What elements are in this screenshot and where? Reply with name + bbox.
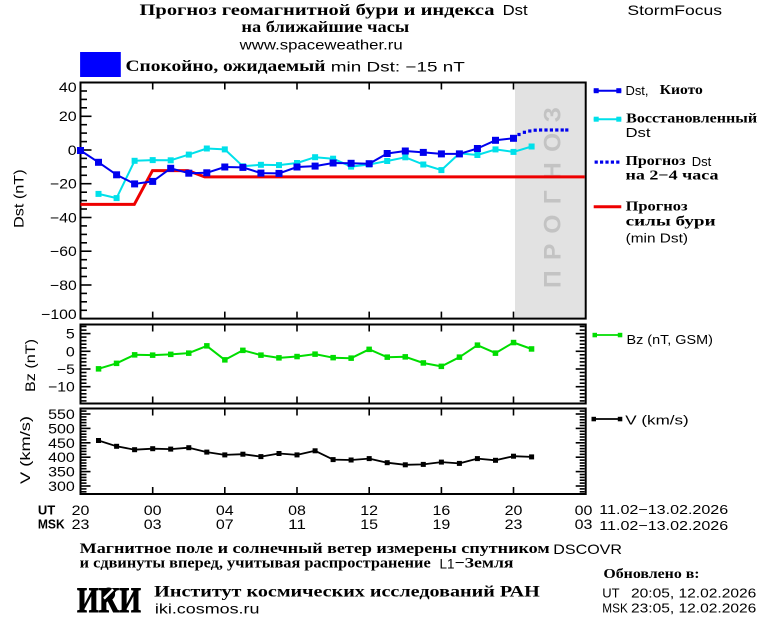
svg-text:Прогноз: Прогноз: [626, 199, 688, 214]
svg-text:(min Dst): (min Dst): [626, 231, 688, 246]
svg-text:V (km/s): V (km/s): [625, 412, 688, 427]
svg-text:−5: −5: [57, 361, 75, 377]
svg-text:Dst,: Dst,: [626, 83, 649, 98]
svg-text:11: 11: [288, 517, 306, 532]
svg-text:−60: −60: [50, 243, 77, 259]
svg-text:03: 03: [144, 517, 162, 532]
svg-text:00: 00: [575, 503, 593, 518]
svg-text:и сдвинуты вперед, учитывая ра: и сдвинуты вперед, учитывая распростране…: [80, 555, 431, 571]
svg-text:20: 20: [505, 503, 523, 518]
svg-text:Bz (nT, GSM): Bz (nT, GSM): [627, 332, 713, 347]
svg-text:Bz (nT): Bz (nT): [23, 339, 38, 392]
svg-text:0: 0: [66, 343, 75, 359]
svg-text:−100: −100: [41, 306, 77, 322]
svg-text:min Dst: −15 nT: min Dst: −15 nT: [331, 59, 466, 75]
svg-text:L1: L1: [440, 555, 455, 571]
svg-text:MSK: MSK: [602, 601, 628, 616]
svg-text:UT: UT: [602, 586, 619, 601]
svg-text:07: 07: [216, 517, 234, 532]
svg-text:−40: −40: [50, 210, 77, 226]
svg-text:на 2−4 часа: на 2−4 часа: [626, 168, 719, 183]
svg-text:ПРОГНОЗ: ПРОГНОЗ: [540, 107, 567, 288]
svg-text:11.02−13.02.2026: 11.02−13.02.2026: [599, 518, 728, 533]
svg-text:40: 40: [59, 79, 77, 95]
svg-text:23: 23: [72, 517, 90, 532]
svg-text:04: 04: [216, 503, 234, 518]
svg-text:−80: −80: [50, 277, 77, 293]
svg-text:Спокойно, ожидаемый: Спокойно, ожидаемый: [126, 58, 326, 75]
svg-text:iki.cosmos.ru: iki.cosmos.ru: [155, 600, 260, 616]
svg-text:MSK: MSK: [38, 517, 65, 532]
svg-text:силы бури: силы бури: [626, 215, 716, 230]
svg-text:www.spaceweather.ru: www.spaceweather.ru: [239, 37, 403, 53]
svg-text:400: 400: [48, 449, 75, 465]
svg-text:5: 5: [66, 326, 75, 342]
svg-text:08: 08: [288, 503, 306, 518]
svg-text:450: 450: [48, 435, 75, 451]
svg-text:16: 16: [433, 503, 451, 518]
svg-text:300: 300: [48, 478, 75, 494]
svg-text:15: 15: [360, 517, 378, 532]
svg-text:Dst: Dst: [626, 125, 651, 140]
svg-text:Киото: Киото: [660, 83, 703, 98]
svg-text:20: 20: [59, 108, 77, 124]
svg-text:550: 550: [48, 406, 75, 422]
svg-text:03: 03: [575, 517, 593, 532]
svg-text:23: 23: [505, 517, 523, 532]
svg-text:DSCOVR: DSCOVR: [553, 541, 622, 557]
svg-text:Прогноз геомагнитной бури и ин: Прогноз геомагнитной бури и индекса: [140, 2, 495, 19]
svg-text:Dst (nT): Dst (nT): [12, 169, 27, 228]
svg-text:StormFocus: StormFocus: [627, 2, 722, 18]
svg-text:−20: −20: [50, 176, 77, 192]
svg-text:−10: −10: [48, 379, 75, 395]
svg-text:20:05, 12.02.2026: 20:05, 12.02.2026: [631, 586, 756, 601]
svg-text:Институт космических исследова: Институт космических исследований РАН: [154, 584, 540, 601]
svg-text:Восстановленный: Восстановленный: [626, 112, 757, 127]
svg-text:Dst: Dst: [503, 2, 529, 19]
svg-text:350: 350: [48, 464, 75, 480]
svg-text:12: 12: [360, 503, 378, 518]
svg-text:19: 19: [433, 517, 451, 532]
svg-text:0: 0: [68, 142, 77, 158]
svg-text:Магнитное поле и солнечный вет: Магнитное поле и солнечный ветер измерен…: [80, 541, 550, 557]
svg-text:11.02−13.02.2026: 11.02−13.02.2026: [599, 502, 728, 517]
svg-text:Dst: Dst: [692, 154, 712, 169]
svg-text:500: 500: [48, 420, 75, 436]
svg-text:−Земля: −Земля: [455, 555, 514, 571]
svg-text:Прогноз: Прогноз: [626, 154, 686, 169]
svg-text:UT: UT: [38, 503, 55, 518]
svg-text:23:05, 12.02.2026: 23:05, 12.02.2026: [631, 601, 756, 616]
svg-text:00: 00: [144, 503, 162, 518]
svg-text:Обновлено в:: Обновлено в:: [603, 567, 699, 582]
svg-text:20: 20: [72, 503, 90, 518]
svg-text:V (km/s): V (km/s): [18, 416, 33, 484]
svg-text:на ближайшие часы: на ближайшие часы: [241, 19, 409, 36]
